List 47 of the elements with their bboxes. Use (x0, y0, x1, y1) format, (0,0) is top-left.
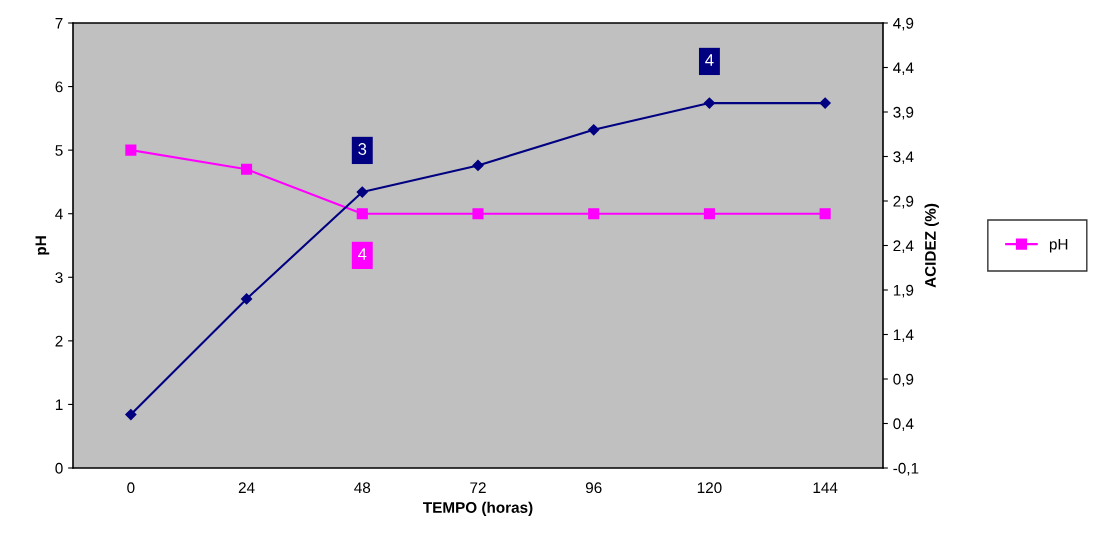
x-tick-label: 120 (697, 482, 722, 494)
point (588, 124, 600, 136)
y-tick-label: 4 (55, 208, 63, 220)
y-axis-title: pH (35, 236, 50, 255)
y2-tick-label: 0,9 (893, 373, 914, 387)
point (241, 163, 253, 175)
y2-tick-label: 3,4 (893, 151, 914, 164)
y2-tick-label: 2,4 (893, 240, 914, 253)
y2-tick-label: 4,4 (893, 62, 914, 75)
point (125, 144, 137, 156)
point (356, 208, 368, 220)
point (703, 97, 716, 109)
y-tick-label: 3 (55, 272, 63, 283)
y2-tick-label: 1,9 (893, 284, 914, 298)
x-tick-label: 48 (354, 482, 371, 494)
y-tick-label: 7 (55, 18, 63, 29)
y-tick-label: 6 (55, 81, 63, 93)
point (125, 408, 137, 421)
x-axis-title: TEMPO (horas) (423, 501, 533, 516)
point (472, 159, 484, 172)
data-label: 3 (358, 143, 367, 155)
y-tick-label: 5 (55, 145, 63, 156)
point (240, 293, 253, 305)
point (819, 208, 831, 220)
point (472, 208, 484, 220)
x-tick-label: 72 (470, 482, 486, 493)
y2-tick-label: 2,9 (893, 195, 914, 209)
y-tick-label: 1 (55, 399, 63, 410)
point (703, 208, 715, 220)
x-tick-label: 144 (813, 482, 838, 493)
y2-tick-label: 1,4 (893, 329, 914, 342)
data-label: 4 (358, 248, 367, 260)
x-tick-label: 96 (585, 482, 602, 494)
y-tick-label: 2 (55, 335, 63, 347)
y2-tick-label: 3,9 (893, 106, 914, 120)
y2-tick-label: -0,1 (893, 462, 919, 476)
point (356, 186, 368, 198)
y2-tick-label: 4,9 (893, 17, 914, 31)
point (819, 97, 831, 109)
x-tick-label: 0 (127, 482, 135, 494)
data-label: 4 (705, 54, 714, 66)
y2-axis-title: ACIDEZ (%) (924, 203, 939, 288)
legend-label: pH (1049, 238, 1068, 253)
y2-tick-label: 0,4 (893, 418, 914, 431)
y-tick-label: 0 (55, 462, 63, 474)
x-tick-label: 24 (238, 482, 255, 493)
point (588, 208, 600, 220)
